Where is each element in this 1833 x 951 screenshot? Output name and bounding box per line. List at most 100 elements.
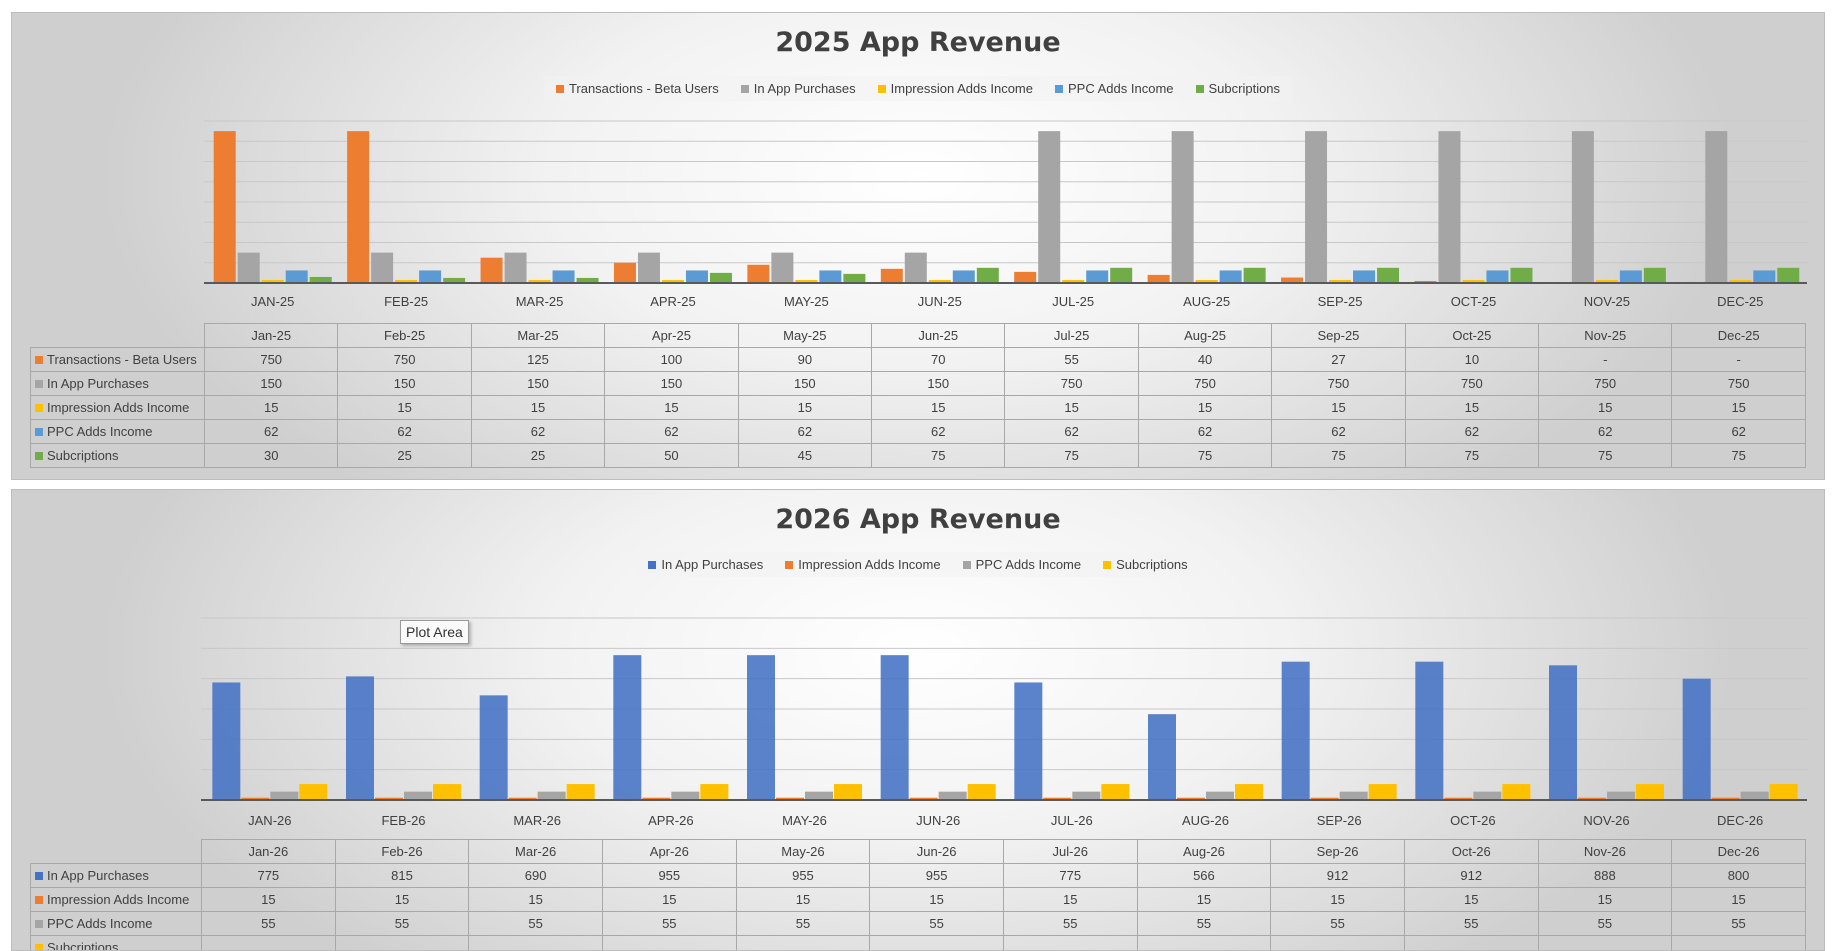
table-cell: 55 [469,912,603,936]
bar-ppc-adds-income-jan-26 [270,792,298,800]
table-corner [31,324,205,348]
table-cell: 100 [605,348,738,372]
series-name: Subcriptions [47,448,119,463]
table-cell: 55 [602,912,736,936]
x-tick-label: SEP-26 [1317,813,1362,828]
table-cell [469,936,603,951]
bar-in-app-purchases-feb-25 [371,253,393,283]
legend-key-swatch [35,452,43,460]
bar-in-app-purchases-sep-25 [1305,131,1327,283]
table-cell [1271,936,1405,951]
bar-ppc-adds-income-oct-25 [1486,270,1508,283]
table-column-header: Apr-26 [602,840,736,864]
table-cell: 55 [1672,912,1806,936]
bar-subcriptions-dec-26 [1770,784,1798,800]
bar-ppc-adds-income-aug-25 [1220,270,1242,283]
bar-in-app-purchases-nov-26 [1549,665,1577,800]
bar-transactions-beta-users-jun-25 [881,269,903,283]
bar-ppc-adds-income-jul-25 [1086,270,1108,283]
table-cell: 690 [469,864,603,888]
bar-in-app-purchases-nov-25 [1572,131,1594,283]
bar-in-app-purchases-jan-26 [212,682,240,800]
table-cell: 150 [738,372,871,396]
table-cell: 55 [202,912,336,936]
table-row-header: PPC Adds Income [31,912,202,936]
table-column-header: Jan-25 [205,324,338,348]
bar-ppc-adds-income-oct-26 [1473,792,1501,800]
table-cell: 955 [870,864,1004,888]
table-cell: 90 [738,348,871,372]
plot-area-tooltip: Plot Area [400,620,469,644]
table-cell: 150 [338,372,471,396]
x-tick-label: MAR-25 [516,294,564,309]
bar-in-app-purchases-jun-26 [881,655,909,800]
table-row-header: PPC Adds Income [31,420,205,444]
table-cell: 15 [1672,396,1805,420]
table-column-header: Sep-25 [1272,324,1405,348]
table-row-header: In App Purchases [31,864,202,888]
bar-ppc-adds-income-dec-25 [1753,270,1775,283]
table-column-header: Dec-25 [1672,324,1805,348]
table-cell: 15 [602,888,736,912]
series-name: Subcriptions [47,940,119,951]
bar-in-app-purchases-may-26 [747,655,775,800]
x-tick-label: JUN-25 [918,294,962,309]
table-row: Subcriptions [31,936,1806,951]
bar-subcriptions-apr-25 [710,273,732,283]
table-cell: 27 [1272,348,1405,372]
bar-subcriptions-apr-26 [700,784,728,800]
table-cell: 566 [1137,864,1271,888]
x-tick-label: FEB-25 [384,294,428,309]
table-cell: 75 [1138,444,1271,468]
table-cell: 30 [205,444,338,468]
table-cell: 150 [605,372,738,396]
bar-subcriptions-jul-25 [1110,268,1132,283]
x-tick-label: APR-25 [650,294,696,309]
table-cell: 150 [872,372,1005,396]
table-cell: 55 [870,912,1004,936]
table-cell [602,936,736,951]
bar-in-app-purchases-jul-26 [1014,682,1042,800]
table-cell: 15 [872,396,1005,420]
legend-key-swatch [35,872,43,880]
bar-subcriptions-jan-26 [299,784,327,800]
table-row-header: Subcriptions [31,444,205,468]
chart-2025-panel[interactable]: 2025 App Revenue Transactions - Beta Use… [11,12,1825,480]
x-tick-label: MAY-26 [782,813,827,828]
x-tick-label: JUN-26 [916,813,960,828]
bar-ppc-adds-income-may-26 [805,792,833,800]
bar-in-app-purchases-feb-26 [346,676,374,800]
table-cell: 15 [469,888,603,912]
table-cell: 775 [1003,864,1137,888]
bar-ppc-adds-income-jul-26 [1072,792,1100,800]
series-name: In App Purchases [47,376,149,391]
table-cell: 55 [1003,912,1137,936]
table-column-header: Jan-26 [202,840,336,864]
table-cell: 70 [872,348,1005,372]
table-cell: 888 [1538,864,1672,888]
table-cell: 15 [338,396,471,420]
table-cell [335,936,469,951]
table-cell: - [1539,348,1672,372]
bar-ppc-adds-income-mar-26 [538,792,566,800]
bar-ppc-adds-income-jan-25 [286,270,308,283]
table-cell: 62 [1005,420,1138,444]
table-cell: 62 [338,420,471,444]
series-name: In App Purchases [47,868,149,883]
table-column-header: Jul-25 [1005,324,1138,348]
table-cell: 15 [1137,888,1271,912]
table-row-header: Transactions - Beta Users [31,348,205,372]
x-tick-label: DEC-26 [1717,813,1763,828]
table-cell: 62 [1539,420,1672,444]
table-corner [31,840,202,864]
table-cell: 125 [471,348,604,372]
table-cell: 750 [1539,372,1672,396]
